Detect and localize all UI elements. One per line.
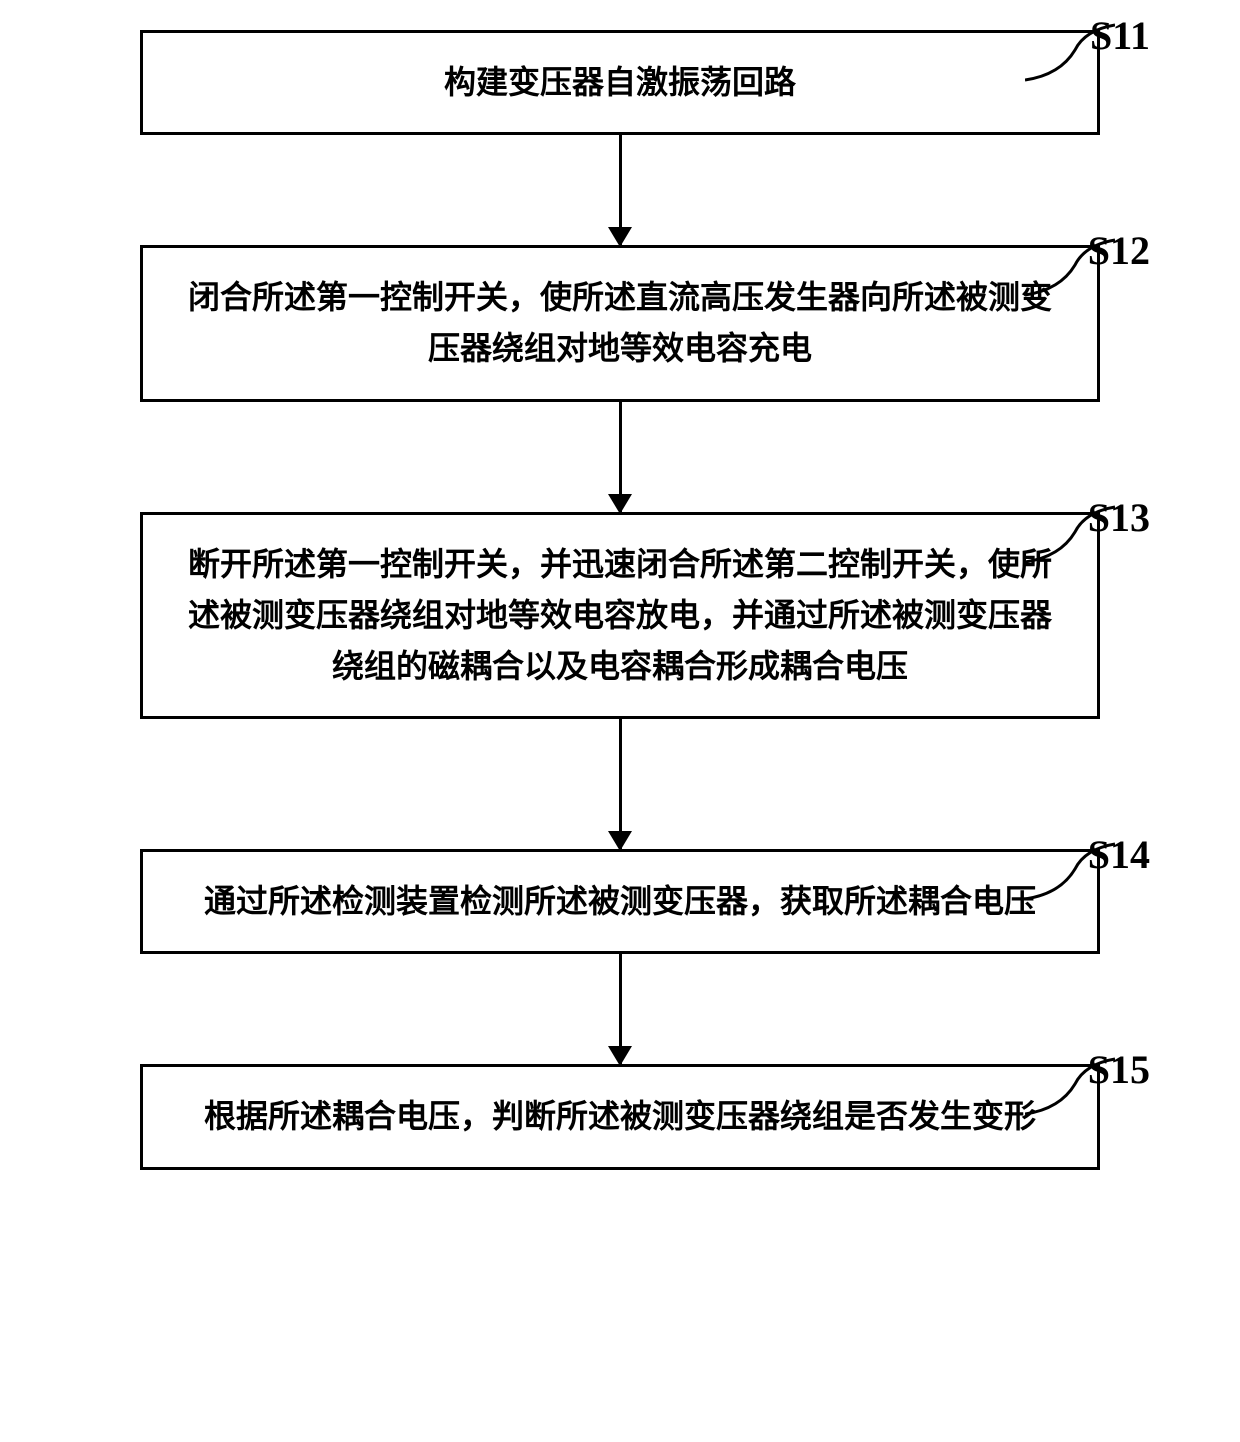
step-box-s12: 闭合所述第一控制开关，使所述直流高压发生器向所述被测变压器绕组对地等效电容充电 xyxy=(140,245,1100,401)
arrow-head-icon xyxy=(608,227,632,247)
connector-s14-s15 xyxy=(619,954,622,1064)
connector-s13-s14 xyxy=(619,719,622,849)
step-text-s13: 断开所述第一控制开关，并迅速闭合所述第二控制开关，使所述被测变压器绕组对地等效电… xyxy=(183,539,1057,693)
step-text-s14: 通过所述检测装置检测所述被测变压器，获取所述耦合电压 xyxy=(204,876,1036,927)
arrow-head-icon xyxy=(608,1046,632,1066)
step-s12: S12 闭合所述第一控制开关，使所述直流高压发生器向所述被测变压器绕组对地等效电… xyxy=(60,245,1180,511)
step-box-s11: 构建变压器自激振荡回路 xyxy=(140,30,1100,135)
step-s15: S15 根据所述耦合电压，判断所述被测变压器绕组是否发生变形 xyxy=(60,1064,1180,1169)
arrow-head-icon xyxy=(608,494,632,514)
step-box-s13: 断开所述第一控制开关，并迅速闭合所述第二控制开关，使所述被测变压器绕组对地等效电… xyxy=(140,512,1100,720)
step-text-s12: 闭合所述第一控制开关，使所述直流高压发生器向所述被测变压器绕组对地等效电容充电 xyxy=(183,272,1057,374)
step-text-s15: 根据所述耦合电压，判断所述被测变压器绕组是否发生变形 xyxy=(204,1091,1036,1142)
arrow-head-icon xyxy=(608,831,632,851)
flowchart-container: S11 构建变压器自激振荡回路 S12 闭合所述第一控制开关，使所述直流高压发生… xyxy=(60,30,1180,1170)
step-s13: S13 断开所述第一控制开关，并迅速闭合所述第二控制开关，使所述被测变压器绕组对… xyxy=(60,512,1180,850)
step-box-s14: 通过所述检测装置检测所述被测变压器，获取所述耦合电压 xyxy=(140,849,1100,954)
callout-curve-s14 xyxy=(1025,839,1115,909)
callout-curve-s13 xyxy=(1025,502,1115,572)
step-box-s15: 根据所述耦合电压，判断所述被测变压器绕组是否发生变形 xyxy=(140,1064,1100,1169)
step-s14: S14 通过所述检测装置检测所述被测变压器，获取所述耦合电压 xyxy=(60,849,1180,1064)
step-text-s11: 构建变压器自激振荡回路 xyxy=(444,57,796,108)
connector-s12-s13 xyxy=(619,402,622,512)
callout-curve-s15 xyxy=(1025,1054,1115,1124)
connector-s11-s12 xyxy=(619,135,622,245)
step-s11: S11 构建变压器自激振荡回路 xyxy=(60,30,1180,245)
callout-curve-s11 xyxy=(1025,20,1115,90)
callout-curve-s12 xyxy=(1025,235,1115,305)
